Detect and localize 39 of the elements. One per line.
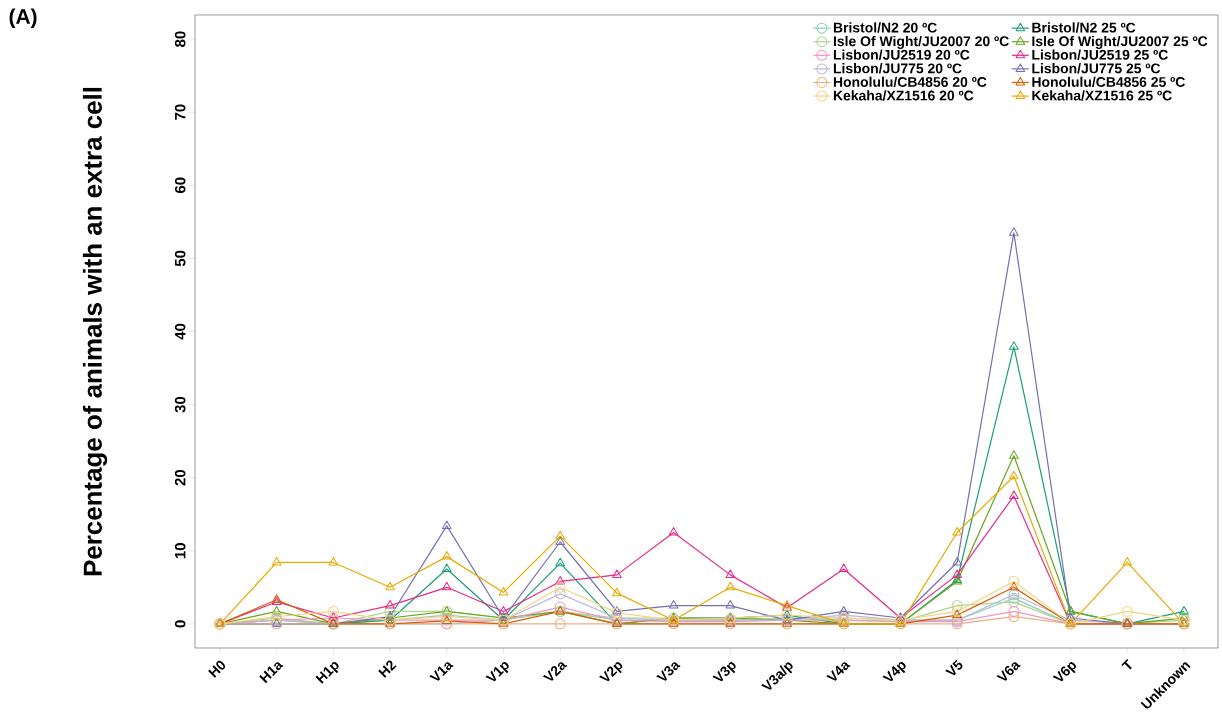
legend-label: Kekaha/XZ1516 20 ºC [833, 90, 974, 101]
y-tick-label: 70 [174, 104, 186, 120]
text: (A) [9, 8, 37, 28]
legend-label: Honolulu/CB4856 20 ºC [833, 76, 987, 87]
y-tick-label: 20 [174, 469, 186, 486]
x-tick-label: T [1121, 658, 1132, 670]
x-tick-label: H1p [315, 661, 339, 684]
x-tick-label: V3a [656, 662, 681, 681]
x-tick-label: V1p [485, 661, 509, 682]
x-tick-label: V6a [996, 662, 1021, 681]
x-tick-label: V2a [542, 662, 568, 681]
x-tick-label: V4a [826, 662, 851, 681]
y-tick-label: 60 [174, 177, 186, 193]
y-tick-label: 10 [174, 542, 186, 558]
legend-label: Lisbon/JU775 20 ºC [833, 62, 962, 74]
y-tick-label: 40 [174, 323, 186, 340]
x-tick-label: H2 [378, 660, 397, 678]
legend-label: Lisbon/JU2519 25 ºC [1032, 49, 1168, 60]
legend-label: Lisbon/JU775 25 ºC [1032, 62, 1161, 74]
legend-label: Bristol/N2 25 ºC [1032, 22, 1136, 33]
y-tick-label: 50 [174, 250, 186, 267]
x-tick-label: V6p [1052, 661, 1076, 682]
legend-label: Isle Of Wight/JU2007 20 ºC [833, 35, 1009, 49]
y-tick-label: 0 [174, 620, 186, 628]
y-tick-label: 80 [174, 31, 186, 47]
x-tick-label: V5 [945, 659, 963, 676]
x-tick-label: V4p [882, 661, 906, 682]
legend-label: Lisbon/JU2519 20 ºC [833, 49, 970, 60]
y-tick-label: 30 [174, 396, 186, 413]
x-tick-label: V2p [598, 661, 623, 682]
legend-label: Isle Of Wight/JU2007 25 ºC [1032, 35, 1208, 49]
x-tick-label: H1a [259, 662, 284, 684]
x-tick-label: V1a [429, 662, 454, 681]
y-axis-title: Percentage of animals with an extra cell [82, 87, 108, 576]
x-tick-label: H0 [208, 660, 226, 678]
x-tick-label: V3p [712, 661, 736, 682]
legend-label: Kekaha/XZ1516 25 ºC [1032, 90, 1172, 101]
legend-label: Honolulu/CB4856 25 ºC [1032, 76, 1185, 87]
legend-label: Bristol/N2 20 ºC [833, 22, 937, 33]
